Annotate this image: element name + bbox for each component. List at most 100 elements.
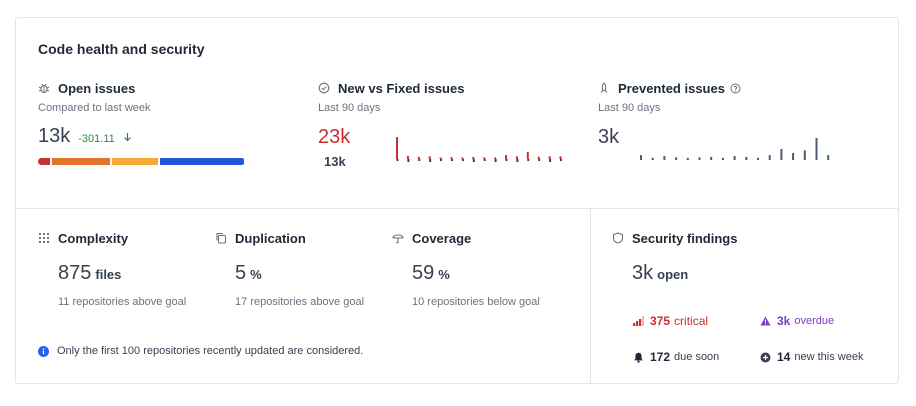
new-issues-bar xyxy=(461,157,464,159)
coverage-value: 59 xyxy=(412,262,435,284)
fixed-issues-bar xyxy=(472,159,475,162)
security-open-unit: open xyxy=(657,267,689,282)
prevented-issues-bar xyxy=(827,155,830,160)
info-note-text: Only the first 100 repositories recently… xyxy=(57,345,364,357)
coverage-label: Coverage xyxy=(412,230,472,246)
prevented-issues-bar xyxy=(675,157,678,160)
new-issues-bar xyxy=(483,157,486,159)
fixed-issues-bar xyxy=(516,159,519,162)
new-issues-bar xyxy=(526,151,529,159)
security-new-this-week[interactable]: 14 new this week xyxy=(759,350,863,364)
new-vs-fixed-sparkline xyxy=(396,137,562,162)
vertical-divider xyxy=(590,209,591,384)
due-soon-label: due soon xyxy=(674,351,720,363)
prevented-issues-bar xyxy=(815,138,818,160)
prevented-issues-bar xyxy=(651,157,654,160)
new-issues-bar xyxy=(417,156,420,159)
bell-icon xyxy=(632,351,644,363)
prevented-issues-bar xyxy=(721,157,724,160)
open-issues-label: Open issues xyxy=(58,80,136,96)
fixed-issues-bar xyxy=(451,159,453,161)
open-issues-value: 13k xyxy=(38,125,71,147)
fixed-issues-value: 13k xyxy=(324,154,346,169)
fixed-issues-bar xyxy=(494,159,497,162)
security-open-value: 3k xyxy=(632,262,654,284)
copy-icon xyxy=(215,232,227,244)
help-circle-icon[interactable] xyxy=(730,83,741,94)
arrow-down-icon xyxy=(123,129,132,147)
new-issues-bar xyxy=(494,157,497,159)
coverage-note: 10 repositories below goal xyxy=(412,296,540,308)
fixed-issues-bar xyxy=(527,159,530,161)
coverage-widget[interactable]: Coverage 59 % 10 repositories below goal xyxy=(392,230,572,320)
umbrella-icon xyxy=(392,232,404,244)
card-title: Code health and security xyxy=(38,41,205,57)
fixed-issues-bar xyxy=(396,159,399,161)
rocket-icon xyxy=(598,82,610,94)
fixed-issues-bar xyxy=(440,159,443,161)
new-issues-bar xyxy=(537,156,540,159)
overdue-label: overdue xyxy=(794,315,835,327)
severity-segment-medium xyxy=(112,158,158,165)
security-findings-widget[interactable]: Security findings 3k open 375 critical 3… xyxy=(612,230,892,380)
critical-label: critical xyxy=(674,314,709,328)
security-findings-label: Security findings xyxy=(632,230,738,246)
fixed-issues-bar xyxy=(461,159,464,161)
prevented-issues-bar xyxy=(640,155,642,160)
prevented-issues-bar xyxy=(733,156,736,160)
duplication-widget[interactable]: Duplication 5 % 17 repositories above go… xyxy=(215,230,385,320)
warning-icon xyxy=(759,315,771,327)
severity-segment-critical xyxy=(38,158,50,165)
overdue-count: 3k xyxy=(777,314,791,328)
critical-count: 375 xyxy=(650,314,671,328)
new-issues-bar xyxy=(406,155,409,159)
info-icon xyxy=(38,345,49,357)
fixed-issues-bar xyxy=(418,159,421,161)
new-vs-fixed-label: New vs Fixed issues xyxy=(338,80,465,96)
duplication-unit: % xyxy=(250,267,262,282)
complexity-label: Complexity xyxy=(58,230,129,246)
complexity-unit: files xyxy=(95,267,122,282)
complexity-value: 875 xyxy=(58,262,92,284)
new-issues-bar xyxy=(428,156,431,159)
new-issues-bar xyxy=(515,156,518,159)
prevented-issues-bar xyxy=(792,152,795,160)
prevented-issues-bar xyxy=(757,157,759,160)
duplication-value: 5 xyxy=(235,262,247,284)
new-week-count: 14 xyxy=(777,350,791,364)
complexity-widget[interactable]: Complexity 875 files 11 repositories abo… xyxy=(38,230,208,320)
new-issues-bar xyxy=(472,157,475,159)
new-vs-fixed-widget[interactable]: New vs Fixed issues Last 90 days 23k 13k xyxy=(318,80,568,190)
fixed-issues-bar xyxy=(560,159,562,161)
duplication-note: 17 repositories above goal xyxy=(235,296,365,308)
security-overdue[interactable]: 3k overdue xyxy=(759,314,834,328)
prevented-issues-bar xyxy=(686,157,689,160)
security-due-soon[interactable]: 172 due soon xyxy=(632,350,719,364)
complexity-note: 11 repositories above goal xyxy=(58,296,187,308)
severity-segment-low xyxy=(160,158,244,165)
fixed-issues-bar xyxy=(429,159,432,162)
fixed-issues-bar xyxy=(538,159,541,161)
prevented-issues-widget[interactable]: Prevented issues Last 90 days 3k xyxy=(598,80,858,190)
prevented-issues-bar xyxy=(698,157,701,160)
prevented-issues-value: 3k xyxy=(598,126,620,148)
check-circle-icon xyxy=(318,82,330,94)
prevented-issues-bar xyxy=(745,156,748,160)
severity-bar xyxy=(38,158,245,165)
new-issues-bar xyxy=(548,156,551,159)
fixed-issues-bar xyxy=(483,159,486,161)
severity-segment-high xyxy=(52,158,110,165)
new-issues-bar xyxy=(505,155,507,159)
bug-icon xyxy=(38,82,50,94)
horizontal-divider xyxy=(16,208,898,209)
open-issues-sub: Compared to last week xyxy=(38,102,151,114)
fixed-issues-bar xyxy=(549,159,552,162)
signal-bars-icon xyxy=(632,315,644,327)
security-critical[interactable]: 375 critical xyxy=(632,314,708,328)
open-issues-widget[interactable]: Open issues Compared to last week 13k -3… xyxy=(38,80,268,180)
fixed-issues-bar xyxy=(407,159,410,162)
prevented-issues-bar xyxy=(710,156,713,160)
new-issues-value: 23k xyxy=(318,126,351,148)
code-health-card: Code health and security Open issues Com… xyxy=(15,17,899,384)
prevented-issues-bar xyxy=(780,149,783,160)
